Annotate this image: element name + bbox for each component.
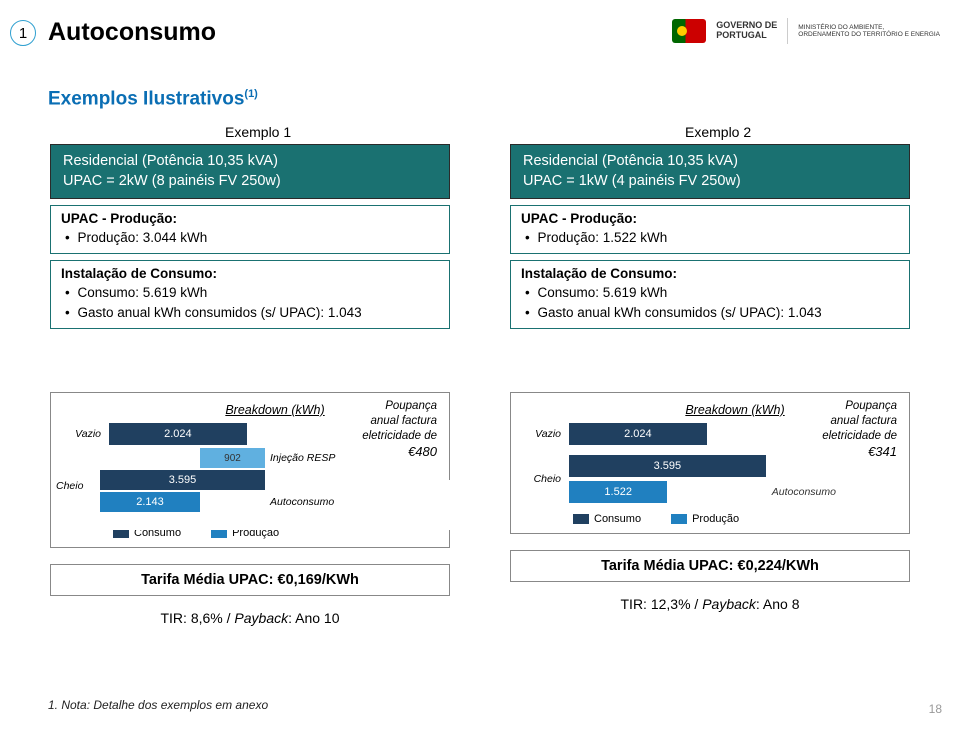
- prod-ac-val-right: 1.522: [604, 486, 632, 498]
- production-header-right: UPAC - Produção:: [521, 211, 899, 226]
- header-logos: GOVERNO DE PORTUGAL MINISTÉRIO DO AMBIEN…: [672, 18, 940, 44]
- column-left: Residencial (Potência 10,35 kVA) UPAC = …: [50, 144, 450, 329]
- bar-prod-ac-right: 1.522 Autoconsumo: [569, 481, 667, 503]
- subtitle-sup: (1): [244, 88, 257, 100]
- sav-l0: Poupança: [362, 399, 437, 414]
- pb-rest-right: : Ano 8: [756, 596, 800, 612]
- bar-wrap-cheio-right: 3.595 1.522 Autoconsumo: [569, 455, 897, 503]
- pb-rest-left: : Ano 10: [288, 610, 339, 626]
- prod-ac-label-left-fix: Autoconsumo: [270, 496, 334, 508]
- cons-item2-right: Gasto anual kWh consumidos (s/ UPAC): 1.…: [525, 303, 899, 323]
- scenario-line1-right: Residencial (Potência 10,35 kVA): [523, 151, 897, 171]
- chart-area-right: Breakdown (kWh) Poupança anual factura e…: [510, 392, 910, 612]
- subtitle-main: Exemplos Ilustrativos: [48, 88, 244, 109]
- bar-wrap-vazio-right: 2.024: [569, 423, 897, 445]
- swatch-producao-icon: [671, 514, 687, 524]
- cons-item2-left: Gasto anual kWh consumidos (s/ UPAC): 1.…: [65, 303, 439, 323]
- footnote: 1. Nota: Detalhe dos exemplos em anexo: [48, 698, 268, 712]
- legend-consumo-text-right: Consumo: [594, 513, 641, 525]
- scenario-line2-left: UPAC = 2kW (8 painéis FV 250w): [63, 171, 437, 191]
- prod-resp-label-left-fix: Injeção RESP: [270, 452, 335, 464]
- gov-label: GOVERNO DE: [716, 20, 777, 30]
- bar-vazio-consumo-right: 2.024: [569, 423, 707, 445]
- example-2-label: Exemplo 2: [685, 124, 751, 140]
- bar-prod-ac-left-fix: 2.143: [100, 492, 200, 512]
- legend-right: Consumo Produção: [573, 513, 897, 525]
- page-title: Autoconsumo: [48, 18, 216, 47]
- row-label-vazio-left: Vazio: [63, 428, 101, 440]
- scenario-line1-left: Residencial (Potência 10,35 kVA): [63, 151, 437, 171]
- legend-producao-text-right: Produção: [692, 513, 739, 525]
- cons-item1-left: Consumo: 5.619 kWh: [65, 283, 439, 303]
- sav-val-left: €480: [362, 444, 437, 461]
- flag-icon: [672, 19, 706, 43]
- tariff-box-right: Tarifa Média UPAC: €0,224/KWh: [510, 550, 910, 582]
- row-label-cheio-right: Cheio: [523, 473, 561, 485]
- column-right: Residencial (Potência 10,35 kVA) UPAC = …: [510, 144, 910, 329]
- example-1-label: Exemplo 1: [225, 124, 291, 140]
- consumption-box-left: Instalação de Consumo: Consumo: 5.619 kW…: [50, 260, 450, 330]
- bar-cheio-consumo-left-fix: 3.595: [100, 470, 265, 490]
- production-header-left: UPAC - Produção:: [61, 211, 439, 226]
- tir-line-right: TIR: 12,3% / Payback: Ano 8: [510, 596, 910, 612]
- row-label-vazio-right: Vazio: [523, 428, 561, 440]
- scenario-box-left: Residencial (Potência 10,35 kVA) UPAC = …: [50, 144, 450, 199]
- subtitle: Exemplos Ilustrativos(1): [48, 88, 258, 110]
- row-cheio-right: Cheio 3.595 1.522 Autoconsumo: [523, 455, 897, 503]
- production-box-right: UPAC - Produção: Produção: 1.522 kWh: [510, 205, 910, 254]
- slide-number-badge: 1: [10, 20, 36, 46]
- breakdown-box-right: Breakdown (kWh) Poupança anual factura e…: [510, 392, 910, 534]
- scenario-box-right: Residencial (Potência 10,35 kVA) UPAC = …: [510, 144, 910, 199]
- tir-line-left: TIR: 8,6% / Payback: Ano 10: [50, 610, 450, 626]
- title-row: Autoconsumo GOVERNO DE PORTUGAL MINISTÉR…: [48, 18, 940, 47]
- gov-logo-text: GOVERNO DE PORTUGAL: [716, 21, 777, 41]
- prod-ac-label-right: Autoconsumo: [772, 486, 836, 498]
- prod-item-left: Produção: 3.044 kWh: [65, 228, 439, 248]
- page-number: 18: [929, 702, 942, 716]
- chart-rows-right: Vazio 2.024 Cheio 3.595 1.522 Autoconsum…: [523, 423, 897, 503]
- bar-vazio-consumo-left: 2.024: [109, 423, 247, 445]
- scenario-line2-right: UPAC = 1kW (4 painéis FV 250w): [523, 171, 897, 191]
- ministry-text: MINISTÉRIO DO AMBIENTE, ORDENAMENTO DO T…: [798, 24, 940, 38]
- consumption-box-right: Instalação de Consumo: Consumo: 5.619 kW…: [510, 260, 910, 330]
- legend-producao-right: Produção: [671, 513, 739, 525]
- sav-r0: Poupança: [822, 399, 897, 414]
- country-label: PORTUGAL: [716, 30, 767, 40]
- row-label-cheio-left-fix: Cheio: [56, 480, 83, 492]
- bar-wrap-vazio-left: 2.024: [109, 423, 437, 445]
- row-vazio-left: Vazio 2.024: [63, 423, 437, 445]
- pb-label-left: Payback: [234, 610, 288, 626]
- consumption-header-right: Instalação de Consumo:: [521, 266, 899, 281]
- tariff-box-left: Tarifa Média UPAC: €0,169/KWh: [50, 564, 450, 596]
- row-vazio-right: Vazio 2.024: [523, 423, 897, 445]
- production-box-left: UPAC - Produção: Produção: 3.044 kWh: [50, 205, 450, 254]
- tir-right: TIR: 12,3% /: [621, 596, 703, 612]
- logo-divider: [787, 18, 788, 44]
- tir-left: TIR: 8,6% /: [160, 610, 234, 626]
- swatch-consumo-icon: [573, 514, 589, 524]
- bar-cheio-consumo-right: 3.595: [569, 455, 766, 477]
- cons-item1-right: Consumo: 5.619 kWh: [525, 283, 899, 303]
- legend-consumo-right: Consumo: [573, 513, 641, 525]
- pb-label-right: Payback: [702, 596, 756, 612]
- consumption-header-left: Instalação de Consumo:: [61, 266, 439, 281]
- bar-prod-resp-left-fix: 902: [200, 448, 265, 468]
- prod-item-right: Produção: 1.522 kWh: [525, 228, 899, 248]
